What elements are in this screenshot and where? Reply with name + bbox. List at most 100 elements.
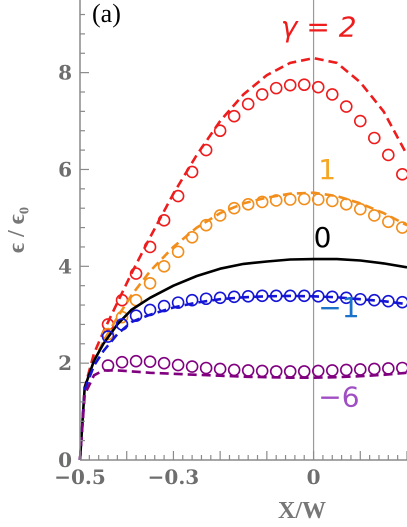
data-point — [311, 193, 325, 206]
data-point — [297, 365, 311, 378]
data-point — [255, 289, 269, 303]
data-point — [101, 359, 115, 372]
y-tick-label: 0 — [58, 448, 72, 472]
data-point — [129, 267, 143, 280]
x-axis-title: X/W — [278, 498, 326, 524]
data-point — [311, 364, 325, 378]
data-point — [297, 289, 311, 303]
data-point — [269, 289, 283, 303]
series-1-markers — [101, 78, 407, 331]
x-tick-label: −0.5 — [54, 465, 106, 489]
curve-label: −6 — [318, 381, 359, 414]
data-point — [367, 131, 381, 145]
data-point — [353, 363, 367, 376]
data-point — [115, 318, 129, 331]
data-point — [213, 124, 227, 138]
data-point — [255, 195, 269, 209]
series-layer — [78, 56, 407, 461]
data-point — [101, 330, 115, 343]
series-7-line — [78, 369, 407, 461]
data-point — [115, 355, 129, 369]
axes-layer: 0 2 4 6 8 −0.5 −0.3 0 — [54, 0, 407, 489]
data-point — [382, 215, 395, 229]
data-point — [241, 290, 255, 303]
data-point — [396, 361, 407, 375]
data-point — [382, 148, 395, 162]
data-point — [283, 289, 297, 303]
series-4-line — [78, 257, 407, 461]
data-point — [157, 260, 171, 273]
series-2-line — [78, 191, 407, 461]
x-tick-label: 0 — [307, 465, 321, 489]
panel-label: (a) — [92, 0, 121, 28]
data-point — [157, 299, 171, 313]
label-layer: γ = 2 1 0 −1 −6 — [281, 10, 360, 413]
data-point — [199, 292, 213, 306]
data-point — [255, 88, 269, 101]
data-point — [185, 293, 199, 307]
data-point — [269, 81, 283, 95]
data-point — [339, 100, 353, 113]
y-tick-label: 6 — [58, 157, 72, 181]
data-point — [297, 78, 311, 92]
data-point — [171, 296, 185, 309]
data-point — [339, 363, 353, 377]
data-point — [157, 356, 171, 370]
data-point — [171, 358, 185, 372]
data-point — [199, 218, 213, 232]
y-tick-label: 8 — [58, 61, 72, 85]
data-point — [185, 165, 199, 179]
curve-label: 1 — [318, 153, 336, 186]
data-point — [255, 364, 269, 378]
data-point — [185, 230, 199, 244]
x-tick-label: −0.3 — [148, 465, 200, 489]
data-point — [241, 364, 255, 377]
data-point — [367, 293, 381, 307]
curve-label: γ = 2 — [281, 10, 357, 43]
data-point — [367, 209, 381, 222]
data-point — [382, 294, 395, 308]
data-point — [339, 291, 353, 305]
curve-label: 0 — [314, 221, 332, 254]
data-point — [227, 109, 241, 123]
data-point — [213, 362, 227, 376]
data-point — [325, 290, 339, 304]
data-point — [143, 276, 157, 290]
data-point — [297, 192, 311, 206]
data-point — [339, 198, 353, 211]
data-point — [199, 143, 213, 157]
data-point — [311, 290, 325, 303]
data-point — [143, 355, 157, 369]
data-point — [171, 245, 185, 259]
y-tick-label: 2 — [58, 351, 72, 375]
data-point — [283, 365, 297, 378]
data-point — [115, 310, 129, 324]
data-point — [157, 214, 171, 227]
data-point — [396, 168, 407, 181]
data-point — [283, 78, 297, 92]
data-point — [241, 198, 255, 211]
data-point — [213, 291, 227, 305]
series-6-markers — [101, 289, 407, 343]
data-point — [353, 202, 367, 216]
data-point — [382, 362, 395, 375]
curve-label: −1 — [318, 291, 359, 324]
data-point — [227, 363, 241, 377]
series-8-markers — [101, 354, 407, 378]
data-point — [396, 221, 407, 234]
data-point — [171, 189, 185, 203]
y-tick-label: 4 — [58, 254, 72, 278]
data-point — [213, 209, 227, 222]
data-point — [227, 290, 241, 304]
data-point — [227, 201, 241, 215]
data-point — [143, 240, 157, 254]
data-point — [353, 292, 367, 306]
data-point — [115, 293, 129, 307]
data-point — [143, 303, 157, 317]
data-point — [396, 295, 407, 309]
data-point — [269, 194, 283, 207]
data-point — [129, 309, 143, 323]
data-point — [311, 80, 325, 94]
data-point — [283, 193, 297, 206]
